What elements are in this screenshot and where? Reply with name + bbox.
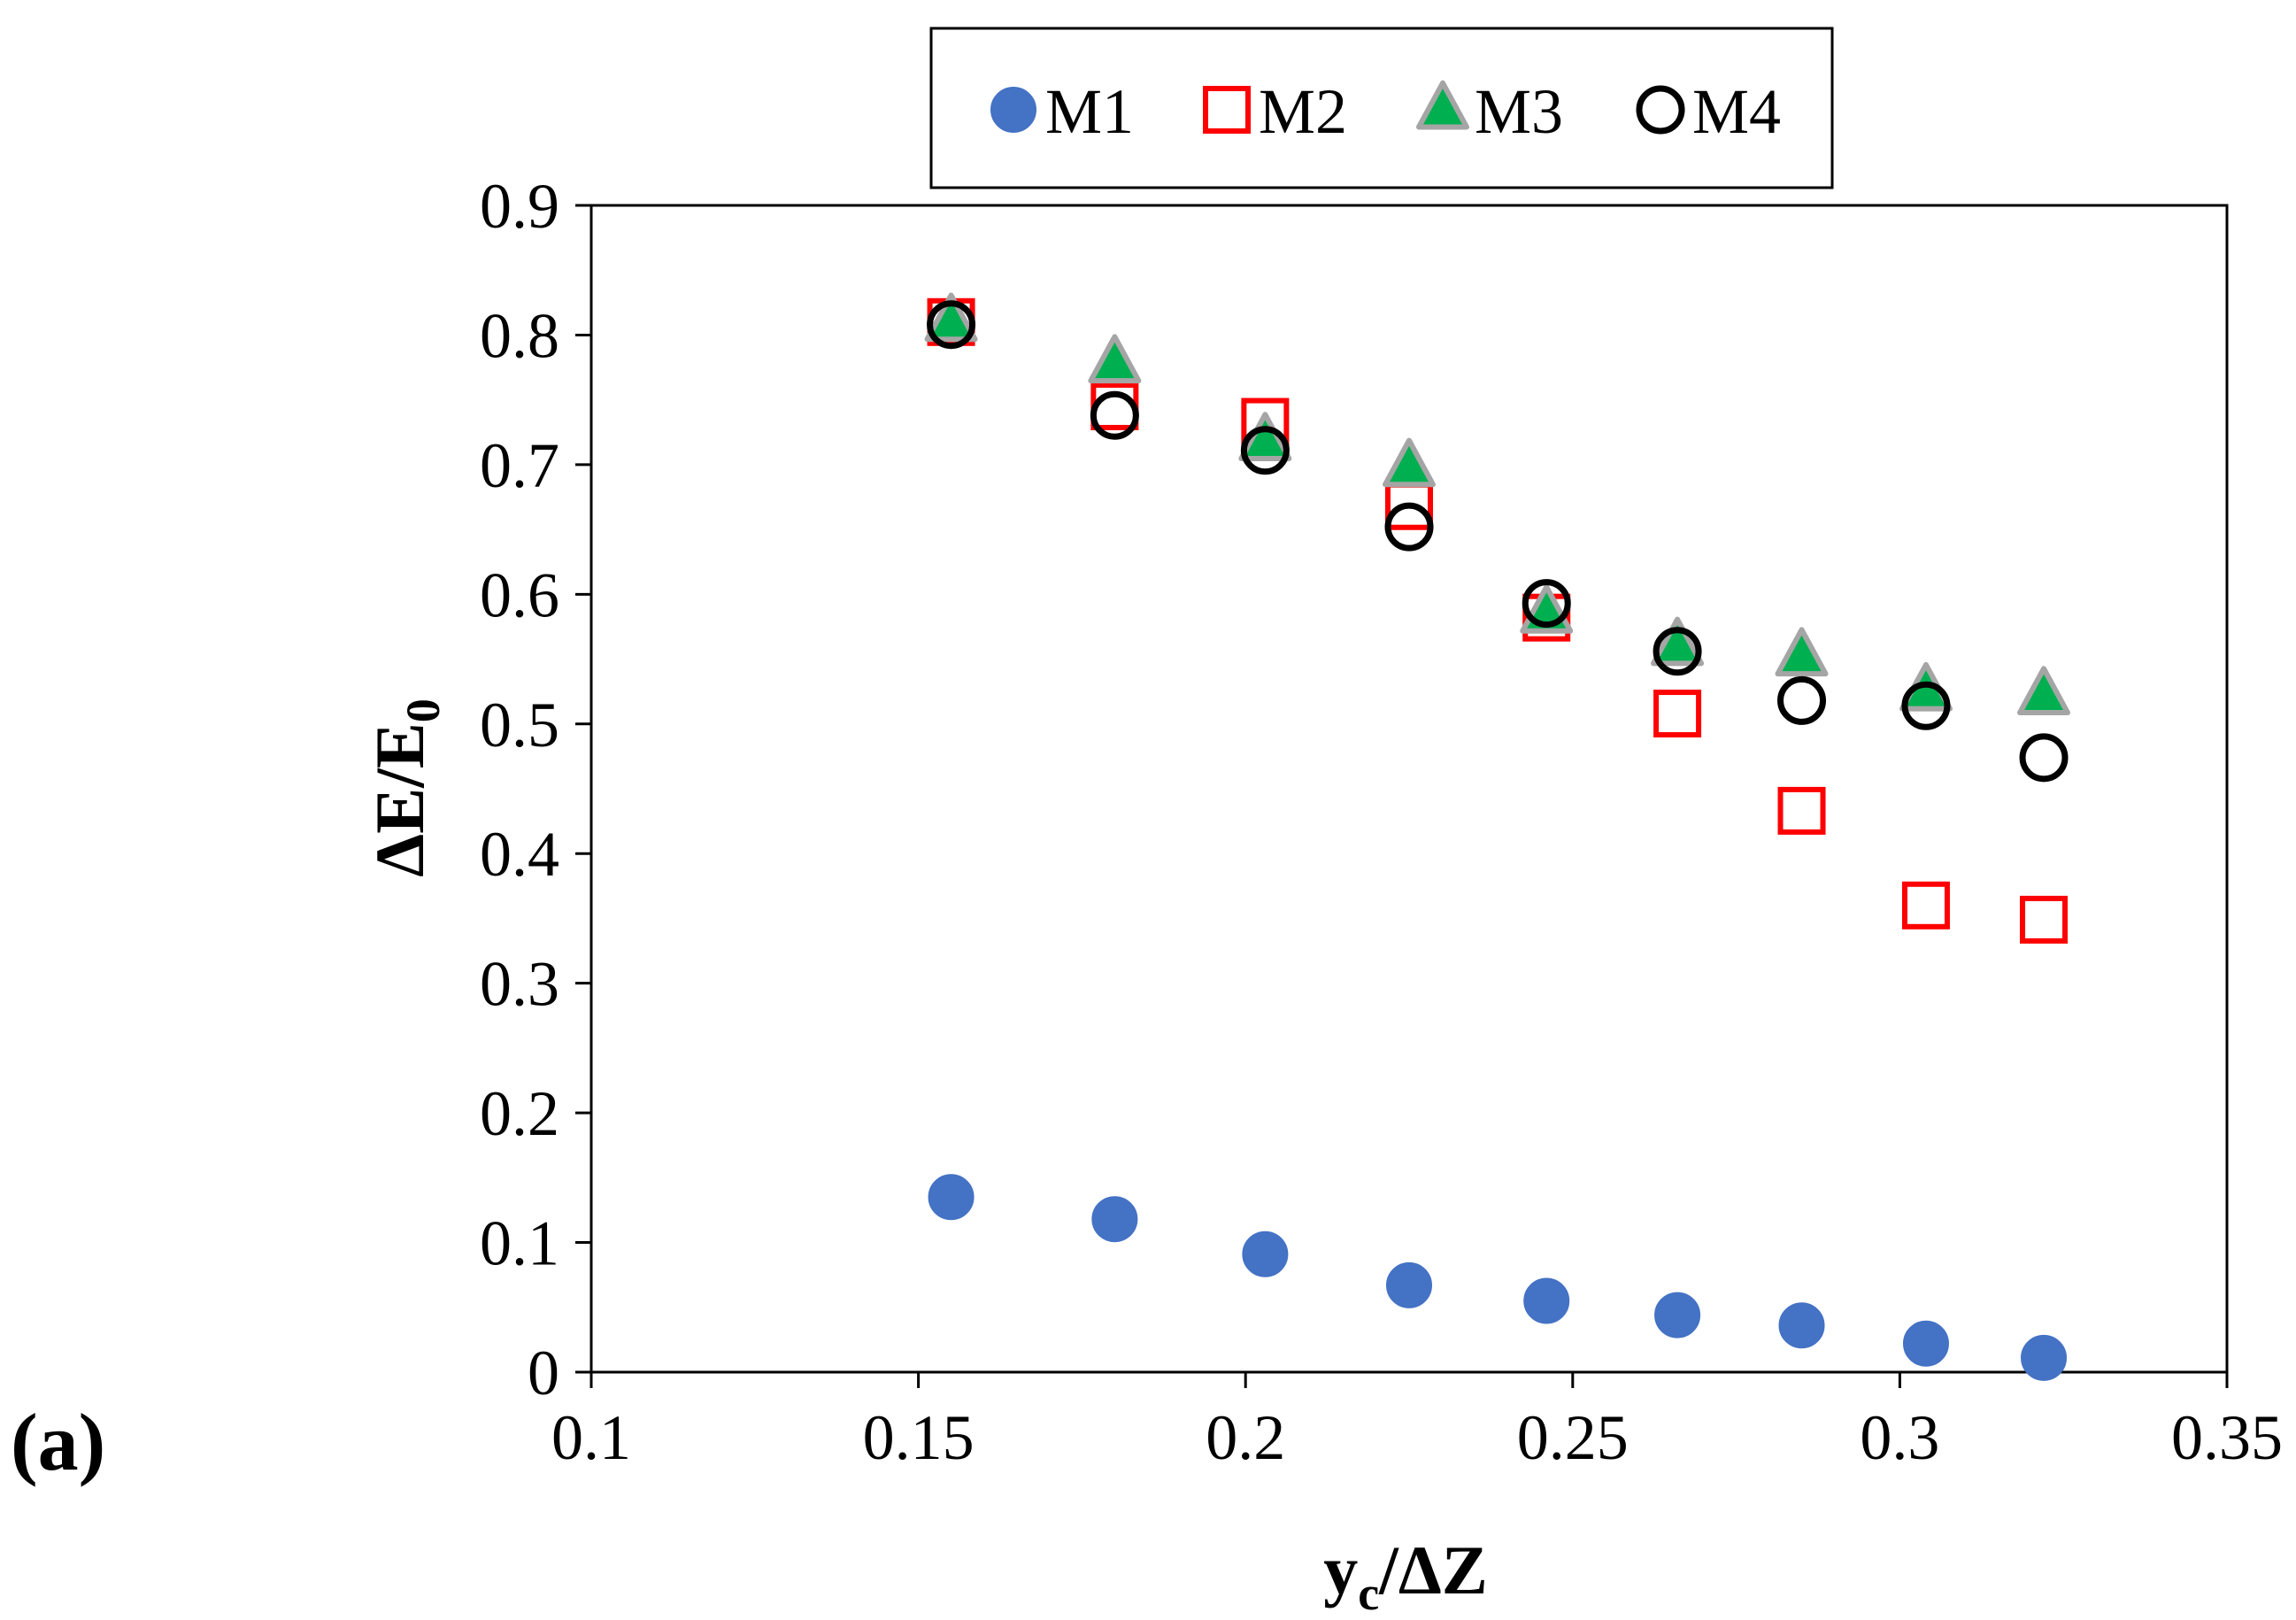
legend-marker-m3 (1416, 80, 1469, 130)
data-point-m2 (2020, 895, 2069, 944)
y-tick-label: 0.9 (480, 171, 559, 242)
x-tick-label: 0.1 (551, 1402, 631, 1473)
x-tick-label: 0.35 (2171, 1402, 2283, 1473)
y-axis-title-subscript: 0 (397, 698, 450, 722)
x-tick-label: 0.15 (863, 1402, 975, 1473)
data-point-m4 (1901, 681, 1951, 730)
data-point-m3 (1775, 627, 1829, 677)
legend-label-m2: M2 (1259, 76, 1347, 147)
data-point-m3 (2017, 666, 2071, 715)
data-point-m3 (1088, 334, 1142, 384)
legend-item-m3: M3 (1416, 76, 1563, 147)
data-point-m3 (1651, 616, 1705, 667)
legend-marker-m4 (1636, 85, 1685, 135)
data-point-m3 (924, 292, 978, 343)
series-m1 (928, 1174, 2068, 1381)
x-ticks: 0.1 0.15 0.2 0.25 0.3 0.35 (551, 1372, 2283, 1473)
data-point-m4 (927, 300, 976, 350)
data-point-m1 (1091, 1196, 1138, 1243)
series-m3 (924, 292, 2071, 715)
data-point-m4 (1653, 627, 1702, 676)
y-tick-label: 0.2 (480, 1078, 559, 1149)
data-point-m2 (1653, 690, 1702, 738)
y-tick-label: 0.5 (480, 690, 559, 760)
data-point-m3 (1383, 437, 1436, 488)
legend-marker-m2 (1203, 86, 1251, 134)
x-axis: 0.1 0.15 0.2 0.25 0.3 0.35 (551, 1370, 2283, 1473)
data-point-m4 (1522, 579, 1571, 629)
legend-item-m2: M2 (1203, 76, 1347, 147)
panel-label: (a) (11, 1397, 105, 1487)
data-point-m2 (1901, 881, 1950, 930)
x-axis-title-subscript: c (1358, 1567, 1379, 1620)
data-point-m1 (1654, 1292, 1701, 1338)
legend-item-m4: M4 (1636, 76, 1781, 147)
y-axis-title-main: ΔE/E (361, 722, 438, 877)
legend-items: M1 M2 M3 M4 (990, 76, 1781, 147)
data-point-m1 (1523, 1277, 1570, 1324)
x-tick-label: 0.2 (1206, 1402, 1285, 1473)
legend-marker-m1 (990, 87, 1036, 133)
data-point-m1 (1386, 1261, 1432, 1308)
y-tick-label: 0.4 (480, 819, 559, 890)
data-point-m1 (1778, 1302, 1825, 1349)
y-axis: 0 0.1 0.2 0.3 0.4 0.5 0.6 0.7 0.8 0.9 (480, 171, 593, 1408)
y-tick-label: 0.1 (480, 1208, 559, 1279)
x-axis-title-rest: /ΔZ (1378, 1531, 1488, 1608)
legend-label-m3: M3 (1475, 76, 1563, 147)
x-axis-title-main: y (1323, 1531, 1358, 1608)
data-point-m2 (1777, 786, 1826, 835)
y-tick-label: 0.7 (480, 430, 559, 501)
y-tick-label: 0.6 (480, 559, 559, 630)
data-point-m1 (2021, 1334, 2068, 1381)
data-points (924, 292, 2071, 1381)
x-tick-label: 0.3 (1860, 1402, 1939, 1473)
x-axis-title: yc/ΔZ (1323, 1531, 1488, 1620)
data-point-m4 (1384, 502, 1434, 552)
legend-label-m1: M1 (1045, 76, 1134, 147)
y-axis-title: ΔE/E0 (361, 698, 450, 877)
data-point-m4 (1090, 390, 1139, 440)
data-point-m4 (1777, 675, 1827, 725)
y-tick-label: 0.8 (480, 300, 559, 371)
data-point-m4 (2019, 733, 2069, 783)
y-tick-label: 0 (528, 1338, 559, 1408)
legend: M1 M2 M3 M4 (929, 27, 1834, 189)
y-tick-label: 0.3 (480, 949, 559, 1020)
legend-label-m4: M4 (1692, 76, 1781, 147)
data-point-m1 (928, 1174, 975, 1221)
y-ticks: 0 0.1 0.2 0.3 0.4 0.5 0.6 0.7 0.8 0.9 (480, 171, 591, 1408)
x-tick-label: 0.25 (1517, 1402, 1629, 1473)
data-point-m4 (1240, 426, 1290, 475)
legend-item-m1: M1 (990, 76, 1134, 147)
data-point-m1 (1902, 1320, 1949, 1367)
data-point-m1 (1242, 1230, 1289, 1277)
series-m4 (927, 300, 2069, 783)
